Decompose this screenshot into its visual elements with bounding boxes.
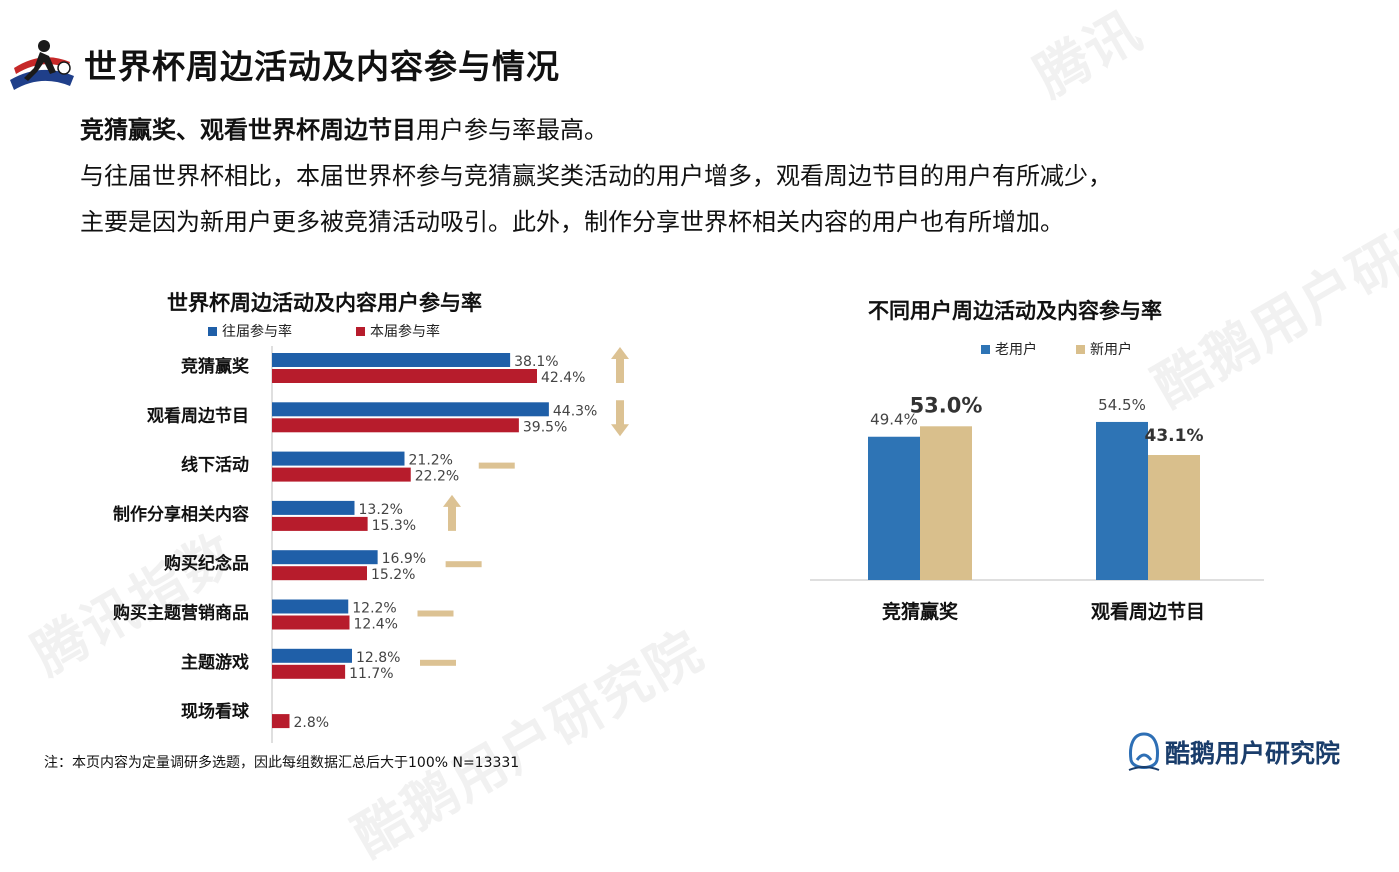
down-trend-arrow <box>611 400 629 437</box>
data-label: 43.1% <box>1145 426 1204 446</box>
legend-label: 本届参与率 <box>370 323 440 340</box>
summary-line-2: 与往届世界杯相比，本届世界杯参与竞猜赢奖类活动的用户增多，观看周边节目的用户有所… <box>80 162 1112 190</box>
bar <box>272 369 537 383</box>
bar <box>272 550 378 565</box>
bar <box>272 599 349 614</box>
data-label: 38.1% <box>514 354 558 370</box>
penguin-logo-icon <box>1128 732 1160 771</box>
summary-line-3: 主要是因为新用户更多被竞猜活动吸引。此外，制作分享世界杯相关内容的用户也有所增加… <box>80 208 1064 236</box>
bar <box>272 500 355 515</box>
legend-label: 老用户 <box>995 341 1037 358</box>
footnote: 注：本页内容为定量调研多选题，因此每组数据汇总后大于100% N=13331 <box>44 755 520 771</box>
data-label: 2.8% <box>294 715 330 731</box>
flat-trend-marker <box>417 610 454 617</box>
bar <box>272 664 346 679</box>
legend-swatch <box>356 327 365 336</box>
category-label: 线下活动 <box>181 455 249 476</box>
data-label: 39.5% <box>523 419 567 435</box>
bar <box>272 516 368 531</box>
bar <box>272 648 352 663</box>
football-player-logo-icon <box>4 28 78 98</box>
up-trend-arrow <box>611 347 629 383</box>
legend-swatch <box>981 345 990 354</box>
data-label: 53.0% <box>910 393 983 417</box>
flat-trend-marker <box>445 561 482 568</box>
category-label: 观看周边节目 <box>146 405 249 426</box>
category-label: 购买纪念品 <box>164 553 249 574</box>
data-label: 15.2% <box>371 567 415 583</box>
data-label: 21.2% <box>409 453 453 469</box>
down-arrow-shape <box>611 400 629 437</box>
legend-swatch <box>208 327 217 336</box>
bar <box>272 418 519 433</box>
legend-swatch <box>1076 345 1085 354</box>
data-label: 22.2% <box>415 469 459 485</box>
category-label: 主题游戏 <box>181 652 249 673</box>
data-label: 15.3% <box>372 518 416 534</box>
legend-label: 往届参与率 <box>222 323 292 340</box>
data-label: 13.2% <box>359 502 403 518</box>
chart1-title: 世界杯周边活动及内容用户参与率 <box>167 291 482 315</box>
data-label: 42.4% <box>541 370 585 386</box>
data-label: 49.4% <box>870 411 918 429</box>
column <box>920 426 972 580</box>
data-label: 12.2% <box>352 601 396 617</box>
bar <box>272 615 350 630</box>
data-label: 16.9% <box>382 551 426 567</box>
summary-line-1: 竞猜赢奖、观看世界杯周边节目用户参与率最高。 <box>80 110 608 145</box>
flat-trend-marker <box>420 659 456 666</box>
category-label: 竞猜赢奖 <box>882 600 959 623</box>
chart2-title: 不同用户周边活动及内容参与率 <box>868 299 1162 323</box>
bar <box>272 467 411 482</box>
data-label: 11.7% <box>349 666 393 682</box>
column <box>1148 455 1200 580</box>
chart2-column-chart: 老用户 新用户 49.4%53.0% 竞猜赢奖 54.5% 43.1% 观看周边节目 <box>810 341 1264 623</box>
data-label: 44.3% <box>553 403 597 419</box>
summary-rest: 用户参与率最高。 <box>416 116 608 144</box>
data-label: 12.4% <box>354 617 398 633</box>
column <box>868 436 920 580</box>
category-label: 观看周边节目 <box>1091 601 1205 623</box>
summary-highlight: 竞猜赢奖、观看世界杯周边节目 <box>80 116 416 144</box>
category-label: 现场看球 <box>181 701 250 722</box>
watermark: 腾讯 <box>1024 0 1153 110</box>
up-arrow-shape <box>443 494 461 531</box>
category-label: 竞猜赢奖 <box>181 356 250 377</box>
page-title: 世界杯周边活动及内容参与情况 <box>84 47 560 86</box>
flat-trend-marker <box>478 462 515 469</box>
category-label: 制作分享相关内容 <box>113 504 249 525</box>
data-label: 54.5% <box>1098 396 1146 414</box>
bar <box>272 451 405 466</box>
data-label: 12.8% <box>356 650 400 666</box>
up-arrow-shape <box>611 347 629 383</box>
column <box>1096 421 1148 580</box>
bar <box>272 566 367 581</box>
legend-label: 新用户 <box>1090 341 1132 358</box>
bar <box>272 353 511 367</box>
up-trend-arrow <box>443 494 461 531</box>
brand-name: 酷鹅用户研究院 <box>1165 739 1341 768</box>
bar <box>272 714 290 729</box>
bar <box>272 402 549 417</box>
category-label: 购买主题营销商品 <box>113 603 249 624</box>
